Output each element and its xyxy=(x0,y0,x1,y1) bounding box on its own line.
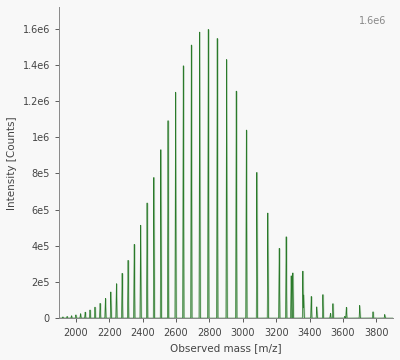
Y-axis label: Intensity [Counts]: Intensity [Counts] xyxy=(7,116,17,210)
X-axis label: Observed mass [m/z]: Observed mass [m/z] xyxy=(170,343,282,353)
Text: 1.6e6: 1.6e6 xyxy=(359,16,386,26)
